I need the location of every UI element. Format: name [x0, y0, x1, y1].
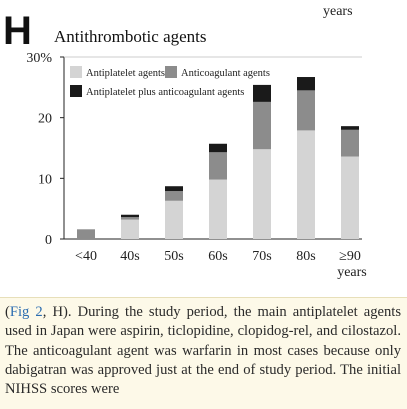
bar-segment-1 — [297, 130, 315, 239]
bar-segment-1 — [121, 219, 139, 239]
caption-box: (Fig 2, H). During the study period, the… — [0, 297, 407, 409]
y-tick-label: 10 — [38, 172, 52, 187]
y-tick-label: 30% — [26, 51, 52, 66]
caption-paragraph: (Fig 2, H). During the study period, the… — [5, 303, 401, 399]
bar-segment-3 — [209, 143, 227, 153]
bar-segment-2 — [341, 129, 359, 157]
bar-segment-3 — [297, 77, 315, 91]
legend-swatch — [70, 66, 82, 78]
panel-letter: H — [3, 9, 32, 53]
bar-segment-3 — [121, 214, 139, 218]
bar-segment-1 — [209, 179, 227, 239]
figure-reference-link[interactable]: Fig 2 — [9, 304, 43, 320]
x-tick-label-line2: years — [337, 265, 367, 280]
legend-swatch — [165, 66, 177, 78]
legend: Antiplatelet agents Anticoagulant agents A… — [70, 66, 270, 98]
bar-segment-2 — [165, 191, 183, 201]
legend-label: Anticoagulant agents — [181, 68, 270, 79]
bar-segment-1 — [341, 156, 359, 239]
bar-segment-2 — [209, 152, 227, 180]
x-tick-label: 80s — [296, 249, 315, 264]
bar-segment-3 — [253, 84, 271, 102]
x-tick-label: ≥90 — [339, 249, 361, 264]
x-tick-label: 70s — [252, 249, 271, 264]
legend-label: Antiplatelet agents — [86, 68, 165, 79]
chart-title: Antithrombotic agents — [54, 27, 207, 46]
bar-segment-2 — [121, 217, 139, 220]
stacked-bar-chart: years H Antithrombotic agents 0 10 20 30% <4… — [3, 4, 367, 280]
bars — [77, 77, 359, 239]
x-tick-label: <40 — [75, 249, 97, 264]
figure-panel: years H Antithrombotic agents 0 10 20 30% <4… — [3, 4, 367, 280]
top-fragment-text: years — [323, 4, 353, 19]
bar-segment-3 — [165, 186, 183, 192]
legend-label: Antiplatelet plus anticoagulant agents — [86, 87, 244, 98]
bar-segment-2 — [253, 101, 271, 150]
bar-segment-1 — [165, 200, 183, 239]
y-tick-label: 20 — [38, 112, 52, 127]
bar-segment-1 — [253, 149, 271, 239]
x-tick-label: 60s — [208, 249, 227, 264]
legend-swatch — [70, 85, 82, 97]
caption-open-paren: ( — [5, 304, 10, 320]
y-tick-label: 0 — [45, 233, 52, 248]
x-tick-label: 50s — [164, 249, 183, 264]
bar-segment-3 — [341, 126, 359, 130]
caption-text: , H). During the study period, the main … — [5, 304, 401, 398]
x-tick-label: 40s — [120, 249, 139, 264]
bar-segment-2 — [77, 229, 95, 239]
bar-segment-2 — [297, 90, 315, 131]
